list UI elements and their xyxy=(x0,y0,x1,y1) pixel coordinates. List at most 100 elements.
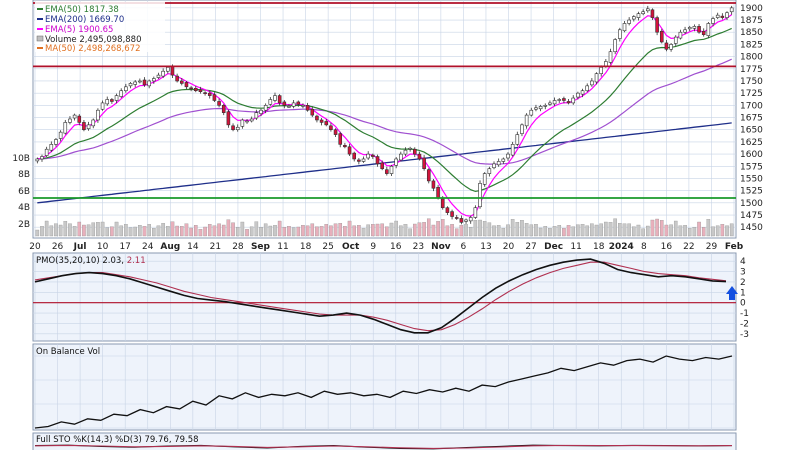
volume-bar xyxy=(217,223,221,237)
candle-body xyxy=(632,16,636,20)
volume-bar xyxy=(683,225,687,237)
candle-body xyxy=(571,97,576,104)
candle-body xyxy=(645,8,650,12)
price-tick-label: 1550 xyxy=(740,174,763,184)
volume-bar xyxy=(133,226,137,237)
legend-bg xyxy=(35,2,165,52)
volume-bar xyxy=(534,224,538,237)
price-tick-label: 1750 xyxy=(740,77,763,87)
candle-body xyxy=(538,106,543,110)
volume-bar xyxy=(403,224,408,237)
volume-bar xyxy=(338,223,343,237)
volume-bar xyxy=(687,228,692,237)
price-tick-label: 1525 xyxy=(740,187,763,197)
candle-body xyxy=(552,100,557,105)
volume-bar xyxy=(510,219,515,237)
volume-bar xyxy=(380,223,384,237)
candle-body xyxy=(329,125,333,131)
volume-bar xyxy=(193,225,198,237)
candle-body xyxy=(142,79,147,86)
candle-body xyxy=(273,95,277,101)
candle-body xyxy=(100,102,105,110)
x-tick-label: 6 xyxy=(461,242,467,252)
pmo-value-a: 2.03 xyxy=(102,256,121,266)
candle-body xyxy=(496,161,501,166)
volume-bar xyxy=(361,228,366,237)
volume-bar xyxy=(585,225,589,237)
candle-body xyxy=(506,153,510,159)
candle-body xyxy=(436,186,440,199)
candle-body xyxy=(161,70,165,77)
volume-bar xyxy=(352,225,356,237)
candle-body xyxy=(282,101,287,106)
volume-bar xyxy=(259,227,263,237)
volume-bar xyxy=(613,218,617,237)
volume-bar xyxy=(627,223,631,237)
volume-bar xyxy=(49,225,54,237)
volume-bar xyxy=(431,224,436,237)
x-tick-label: 20 xyxy=(29,242,41,252)
candle-body xyxy=(212,94,217,101)
volume-bar xyxy=(180,226,184,237)
x-tick-label: 14 xyxy=(187,242,199,252)
candle-body xyxy=(641,11,645,15)
candle-body xyxy=(254,112,259,119)
candle-body xyxy=(673,36,678,44)
volume-bar xyxy=(426,218,431,237)
candle-body xyxy=(361,158,366,162)
candle-body xyxy=(454,217,459,219)
candle-body xyxy=(464,219,468,222)
price-tick-label: 1475 xyxy=(740,211,763,221)
volume-bar xyxy=(599,223,603,237)
candle-body xyxy=(166,67,170,72)
candle-body xyxy=(412,148,417,155)
volume-bar xyxy=(543,226,548,237)
candle-body xyxy=(249,118,254,122)
candle-body xyxy=(529,109,534,116)
x-tick-label: 17 xyxy=(119,242,130,252)
volume-bar xyxy=(82,224,86,237)
volume-bar xyxy=(324,224,329,237)
price-tick-label: 1900 xyxy=(740,4,763,14)
volume-bar xyxy=(254,221,259,237)
price-tick-label: 1875 xyxy=(740,16,763,26)
pmo-tick-label: -2 xyxy=(740,319,749,329)
candle-body xyxy=(291,102,296,107)
candle-body xyxy=(287,106,291,108)
price-tick-label: 1600 xyxy=(740,150,763,160)
volume-bar xyxy=(706,219,711,237)
candle-body xyxy=(179,80,184,84)
x-tick-label: 28 xyxy=(232,242,244,252)
volume-bar xyxy=(72,226,77,237)
volume-bar xyxy=(212,225,217,237)
x-tick-label: Dec xyxy=(544,242,563,252)
volume-bar xyxy=(417,222,422,237)
candle-body xyxy=(198,89,203,92)
volume-bar xyxy=(701,227,706,237)
volume-bar xyxy=(571,226,576,237)
candle-body xyxy=(445,207,450,213)
candle-body xyxy=(35,158,40,162)
volume-bar xyxy=(110,226,114,237)
candle-body xyxy=(240,119,245,127)
candle-body xyxy=(440,198,445,209)
candle-body xyxy=(608,51,613,63)
volume-bar xyxy=(147,224,151,237)
candle-body xyxy=(403,149,408,155)
volume-bar xyxy=(166,226,170,237)
candle-body xyxy=(110,99,114,102)
candle-body xyxy=(217,101,221,106)
candle-body xyxy=(347,146,352,155)
volume-y-axis: 10B 8B 6B 4B 2B xyxy=(12,154,30,230)
volume-bar xyxy=(347,220,352,237)
candle-body xyxy=(599,67,603,74)
candle-body xyxy=(343,145,347,148)
volume-bar xyxy=(240,221,245,237)
volume-bar xyxy=(450,224,454,237)
volume-bar xyxy=(608,222,613,237)
candle-body xyxy=(296,101,301,105)
volume-bar xyxy=(291,227,296,237)
volume-bar xyxy=(436,221,440,237)
x-tick-label: Nov xyxy=(431,242,451,252)
obv-line xyxy=(34,355,733,429)
